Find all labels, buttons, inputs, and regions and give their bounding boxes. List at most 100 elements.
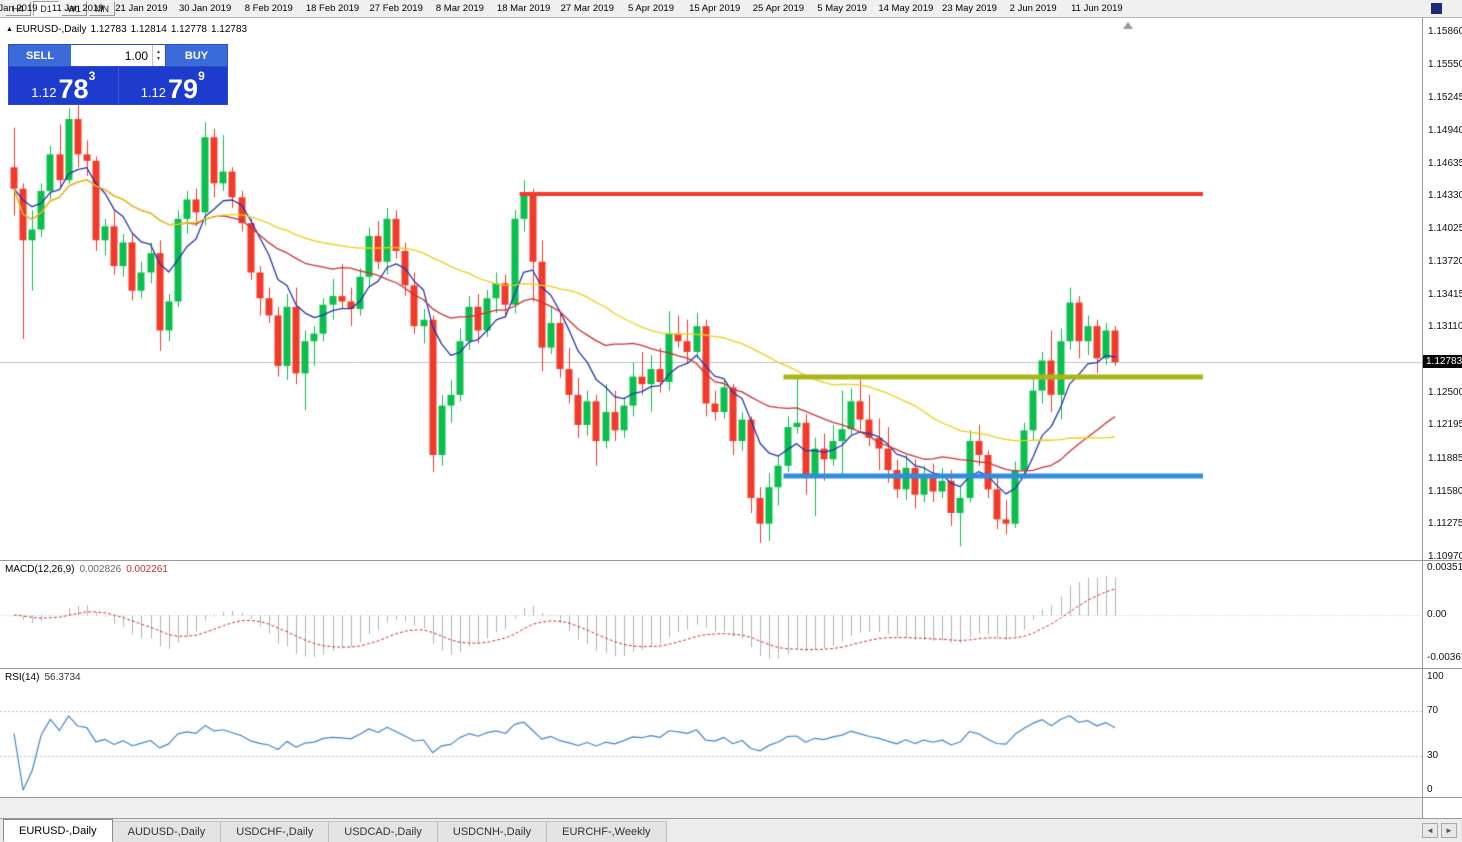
chart-tab-audusd[interactable]: AUDUSD-,Daily (112, 821, 222, 842)
sell-price-big: 78 (58, 74, 89, 104)
rsi-header: RSI(14) 56.3734 (5, 672, 81, 683)
app-logo-icon (1431, 3, 1442, 14)
price-tick-label: 1.10970 (1428, 551, 1462, 562)
price-chart-panel[interactable]: ▲ EURUSD-,Daily 1.12783 1.12814 1.12778 1.127… (0, 18, 1422, 560)
date-tick-label: 21 Jan 2019 (115, 3, 168, 14)
date-tick-label: 5 May 2019 (817, 3, 867, 14)
rsi-scale-0: 0 (1427, 784, 1433, 795)
date-tick-label: 15 Apr 2019 (689, 3, 741, 14)
rsi-scale-30: 30 (1427, 750, 1439, 761)
ohlc-close: 1.12783 (210, 24, 248, 35)
buy-price-big: 79 (168, 74, 199, 104)
buy-price-pipette: 9 (198, 69, 205, 83)
tabs-scroll-left-button[interactable]: ◄ (1422, 823, 1438, 838)
one-click-trading-panel: SELL 1.00 ▲ ▼ BUY 1.12 78 3 1.12 (8, 44, 228, 105)
volume-spinner[interactable]: ▲ ▼ (152, 45, 164, 66)
price-scale[interactable]: 1.12783 0.003518 0.00 -0.00367 100 70 30… (1422, 18, 1462, 818)
date-tick-label: 11 Jan 2019 (51, 3, 104, 14)
candlestick-chart-canvas[interactable] (0, 18, 1422, 560)
tabs-scroll-right-button[interactable]: ► (1441, 823, 1457, 838)
volume-value: 1.00 (124, 48, 149, 63)
symbol-marker-icon: ▲ (6, 26, 13, 33)
timeframe-toolbar: H4 D1 W1 MN (0, 0, 1462, 18)
price-tick-label: 1.15245 (1428, 92, 1462, 104)
chart-ohlc-header: ▲ EURUSD-,Daily 1.12783 1.12814 1.12778 1.127… (6, 24, 251, 35)
volume-input[interactable]: 1.00 ▲ ▼ (71, 45, 165, 67)
rsi-indicator-panel[interactable]: RSI(14) 56.3734 (0, 669, 1422, 797)
date-tick-label: 23 May 2019 (942, 3, 997, 14)
price-tick-label: 1.14940 (1428, 124, 1462, 136)
price-tick-label: 1.14025 (1428, 223, 1462, 234)
sell-price-pipette: 3 (88, 69, 96, 83)
price-tick-label: 1.15550 (1428, 59, 1462, 71)
chart-tab-usdcad[interactable]: USDCAD-,Daily (329, 821, 438, 842)
macd-header: MACD(12,26,9) 0.002826 0.002261 (5, 564, 168, 575)
sell-button[interactable]: SELL (9, 45, 71, 67)
chart-tabs: EURUSD-,Daily AUDUSD-,Daily USDCHF-,Daily U… (0, 819, 667, 842)
date-tick-label: 8 Feb 2019 (244, 3, 293, 14)
buy-price-display: 1.12 79 9 (117, 67, 227, 104)
macd-indicator-panel[interactable]: MACD(12,26,9) 0.002826 0.002261 (0, 561, 1422, 668)
macd-signal-value: 0.002261 (126, 564, 168, 575)
date-tick-label: 14 May 2019 (878, 3, 934, 14)
timeframe-button-d1[interactable]: D1 (33, 1, 59, 16)
price-tick-label: 1.12500 (1428, 386, 1462, 398)
spinner-up-icon[interactable]: ▲ (156, 48, 161, 55)
ohlc-low: 1.12778 (170, 24, 207, 35)
date-tick-label: 18 Mar 2019 (496, 3, 551, 14)
rsi-scale-70: 70 (1427, 705, 1439, 716)
panel-separator[interactable] (0, 668, 1462, 669)
ohlc-high: 1.12814 (130, 24, 167, 35)
chart-title: EURUSD-,Daily (15, 24, 87, 35)
sell-price-prefix: 1.12 (31, 85, 57, 100)
rsi-value: 56.3734 (44, 672, 81, 683)
chart-tab-usdcnh[interactable]: USDCNH-,Daily (437, 821, 548, 842)
price-tick-label: 1.15860 (1428, 26, 1462, 37)
date-tick-label: 8 Mar 2019 (435, 3, 484, 14)
date-tick-label: 27 Mar 2019 (560, 3, 614, 14)
spinner-down-icon[interactable]: ▼ (156, 55, 161, 62)
price-tick-label: 1.13110 (1428, 321, 1462, 333)
price-tick-label: 1.11885 (1428, 452, 1462, 464)
rsi-label: RSI(14) (5, 672, 40, 683)
price-tick-label: 1.14635 (1428, 157, 1462, 169)
date-tick-label: 18 Feb 2019 (305, 3, 360, 14)
macd-scale-zero: 0.00 (1427, 609, 1447, 620)
macd-scale-max: 0.003518 (1427, 562, 1462, 573)
price-tick-label: 1.13415 (1428, 288, 1462, 300)
chart-tab-bar: EURUSD-,Daily AUDUSD-,Daily USDCHF-,Daily U… (0, 818, 1462, 842)
timeframe-button-h4[interactable]: H4 (5, 1, 31, 16)
timeframe-button-w1[interactable]: W1 (61, 1, 87, 16)
buy-button[interactable]: BUY (165, 45, 227, 67)
price-tick-label: 1.12195 (1428, 419, 1462, 431)
date-tick-label: 2 Jan 2019 (0, 3, 38, 14)
timeframe-button-mn[interactable]: MN (89, 1, 115, 16)
date-tick-label: 27 Feb 2019 (369, 3, 423, 14)
macd-canvas[interactable] (0, 561, 1422, 668)
date-tick-label: 25 Apr 2019 (752, 3, 805, 14)
price-tick-label: 1.11275 (1428, 518, 1462, 530)
current-price-badge: 1.12783 (1423, 355, 1462, 369)
macd-label: MACD(12,26,9) (5, 564, 75, 575)
chart-tab-usdchf[interactable]: USDCHF-,Daily (221, 821, 330, 842)
panel-separator (0, 797, 1462, 798)
tab-scroll-nav: ◄ ► (1422, 823, 1462, 838)
price-tick-label: 1.13720 (1428, 255, 1462, 267)
date-tick-label: 5 Apr 2019 (628, 3, 674, 14)
chart-tab-eurchf[interactable]: EURCHF-,Weekly (547, 821, 667, 842)
date-tick-label: 30 Jan 2019 (178, 3, 232, 14)
panel-separator[interactable] (0, 560, 1462, 561)
buy-price-prefix: 1.12 (140, 85, 167, 100)
macd-main-value: 0.002826 (79, 564, 122, 575)
date-tick-label: 2 Jun 2019 (1009, 3, 1057, 14)
macd-scale-min: -0.00367 (1427, 652, 1462, 663)
rsi-canvas[interactable] (0, 669, 1422, 797)
date-tick-label: 11 Jun 2019 (1071, 3, 1123, 14)
sell-price-display: 1.12 78 3 (9, 67, 118, 104)
price-tick-label: 1.14330 (1428, 190, 1462, 202)
ohlc-open: 1.12783 (90, 24, 127, 35)
chart-tab-eurusd[interactable]: EURUSD-,Daily (3, 819, 113, 842)
price-tick-label: 1.11580 (1428, 485, 1462, 497)
rsi-scale-100: 100 (1427, 671, 1444, 682)
